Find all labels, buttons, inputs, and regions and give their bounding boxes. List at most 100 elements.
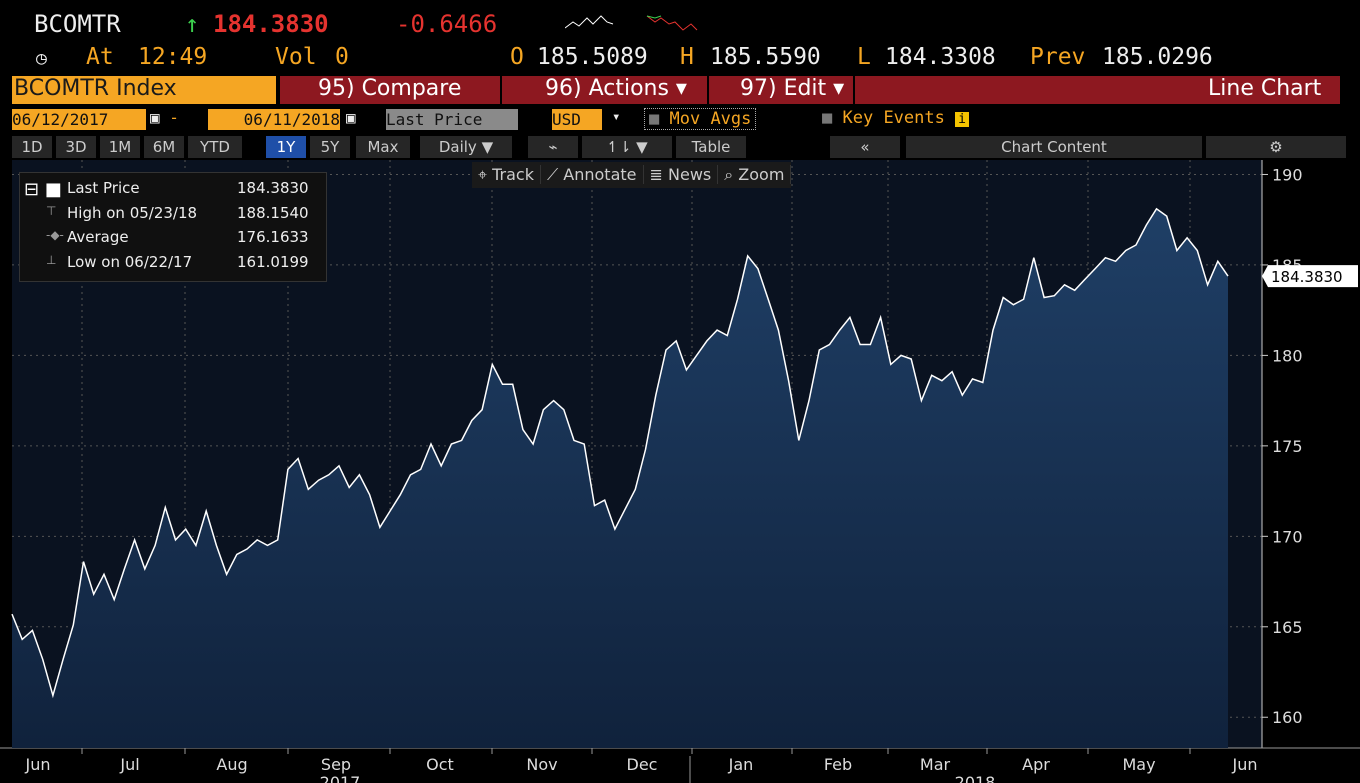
legend-label: Last Price: [67, 179, 140, 197]
field[interactable]: Last Price: [386, 109, 518, 130]
y-tick-label: 170: [1272, 527, 1303, 546]
period[interactable]: 6M: [144, 136, 184, 158]
period[interactable]: 1D: [12, 136, 52, 158]
edit-text: 97) Edit: [740, 76, 827, 101]
sep: [500, 76, 502, 104]
arrow: ↑: [185, 10, 200, 38]
sep: [853, 76, 855, 104]
end-text: 06/11/2018: [243, 110, 340, 129]
sep: [707, 76, 709, 104]
last-label: 184.3830: [1271, 268, 1343, 286]
legend-value: 176.1633: [237, 228, 309, 246]
ticker: BCOMTR: [34, 10, 121, 38]
x-tick-label: Feb: [824, 755, 852, 774]
x-tick-label: Jan: [728, 755, 754, 774]
line-btn[interactable]: ⌁: [528, 136, 578, 158]
time-label: At: [86, 44, 114, 70]
actions-text: 96) Actions: [545, 76, 669, 101]
high: 185.5590: [710, 44, 821, 70]
legend: ⊟ ■ Last Price 184.3830 ⊤ High on 05/23/18 18…: [19, 172, 327, 282]
low-label: L: [857, 44, 871, 70]
bar-btn[interactable]: ↿⇂ ▼: [582, 136, 672, 158]
y-tick-label: 190: [1272, 165, 1303, 184]
y-tick-label: 175: [1272, 437, 1303, 456]
legend-icon: ⊥: [46, 252, 57, 267]
tool[interactable]: ⟋ Annotate: [540, 165, 644, 184]
x-tick-label: Dec: [627, 755, 658, 774]
actions[interactable]: 96) Actions ▾: [545, 76, 687, 101]
y-tick-label: 165: [1272, 618, 1303, 637]
x-tick-label: Mar: [920, 755, 951, 774]
period[interactable]: Max: [356, 136, 410, 158]
chart-content[interactable]: Chart Content: [906, 136, 1202, 158]
mov-text: Mov Avgs: [669, 109, 752, 129]
compare[interactable]: 95) Compare: [318, 76, 462, 101]
x-tick-label: Jul: [119, 755, 139, 774]
x-tick-label: Jun: [1232, 755, 1258, 774]
x-tick-label: May: [1122, 755, 1155, 774]
legend-value: 161.0199: [237, 252, 309, 271]
dd: ▾: [612, 109, 621, 125]
security[interactable]: BCOMTR Index: [12, 76, 276, 104]
menu-bar: [280, 76, 1340, 104]
freq-text: Daily: [438, 138, 477, 156]
period[interactable]: 1M: [100, 136, 140, 158]
clock-icon: ◷: [36, 48, 47, 69]
tool[interactable]: ≣ News: [643, 165, 719, 184]
x-tick-label: Sep: [321, 755, 351, 774]
open: 185.5089: [537, 44, 648, 70]
x-tick-label: Nov: [526, 755, 557, 774]
collapse[interactable]: «: [830, 136, 900, 158]
key-text: Key Events: [842, 108, 945, 128]
table-text: Table: [691, 138, 731, 156]
period[interactable]: 3D: [56, 136, 96, 158]
prev-label: Prev: [1030, 44, 1086, 70]
settings[interactable]: ⚙: [1206, 136, 1346, 158]
period[interactable]: 1Y: [266, 136, 306, 158]
legend-value: 188.1540: [237, 203, 309, 222]
legend-value: 184.3830: [237, 179, 309, 197]
table[interactable]: Table: [676, 136, 746, 158]
legend-label: Low on 06/22/17: [67, 252, 193, 271]
period[interactable]: YTD: [188, 136, 242, 158]
legend-icon: ⊤: [46, 203, 57, 218]
currency-text: USD: [552, 110, 581, 129]
cc-text: Chart Content: [1001, 138, 1107, 156]
end-date[interactable]: 06/11/2018: [208, 109, 340, 130]
cal-icon: ▣: [346, 108, 356, 127]
start-date[interactable]: 06/12/2017: [12, 109, 146, 130]
start-text: 06/12/2017: [12, 110, 109, 129]
line: [11, 207, 1229, 699]
x-tick-label: Jun: [25, 755, 51, 774]
last: 184.3830: [213, 10, 329, 38]
mov-avgs[interactable]: ■ Mov Avgs: [644, 108, 757, 130]
cal-icon: ▣ -: [150, 108, 179, 127]
change: -0.6466: [396, 10, 498, 38]
legend-icon: ⊟ ■: [24, 179, 62, 200]
tool-label: Zoom: [738, 165, 785, 184]
legend-icon: -◆-: [46, 228, 64, 242]
tool-label: Annotate: [563, 165, 637, 184]
frequency[interactable]: Daily ▼: [420, 136, 512, 158]
security-text: BCOMTR Index: [14, 76, 177, 101]
y-tick-label: 160: [1272, 708, 1303, 727]
x-tick-label: Aug: [216, 755, 247, 774]
key-events[interactable]: ■ Key Events i: [822, 108, 969, 128]
currency[interactable]: USD: [552, 109, 602, 130]
tool[interactable]: ⌕ Zoom: [718, 165, 792, 184]
period[interactable]: 5Y: [310, 136, 350, 158]
open-label: O: [510, 44, 524, 70]
edit[interactable]: 97) Edit ▾: [740, 76, 845, 101]
time: 12:49: [138, 44, 208, 70]
legend-label: Average: [67, 228, 129, 246]
tool-label: News: [668, 165, 712, 184]
tool[interactable]: ⌖ Track: [472, 165, 541, 184]
x-tick-label: Oct: [426, 755, 454, 774]
x-tick-label: Apr: [1022, 755, 1050, 774]
area: [12, 208, 1228, 749]
last-box: [1262, 265, 1358, 288]
year-label: 2018: [955, 773, 996, 783]
sparklines: [565, 15, 698, 31]
legend-label: High on 05/23/18: [67, 203, 198, 222]
